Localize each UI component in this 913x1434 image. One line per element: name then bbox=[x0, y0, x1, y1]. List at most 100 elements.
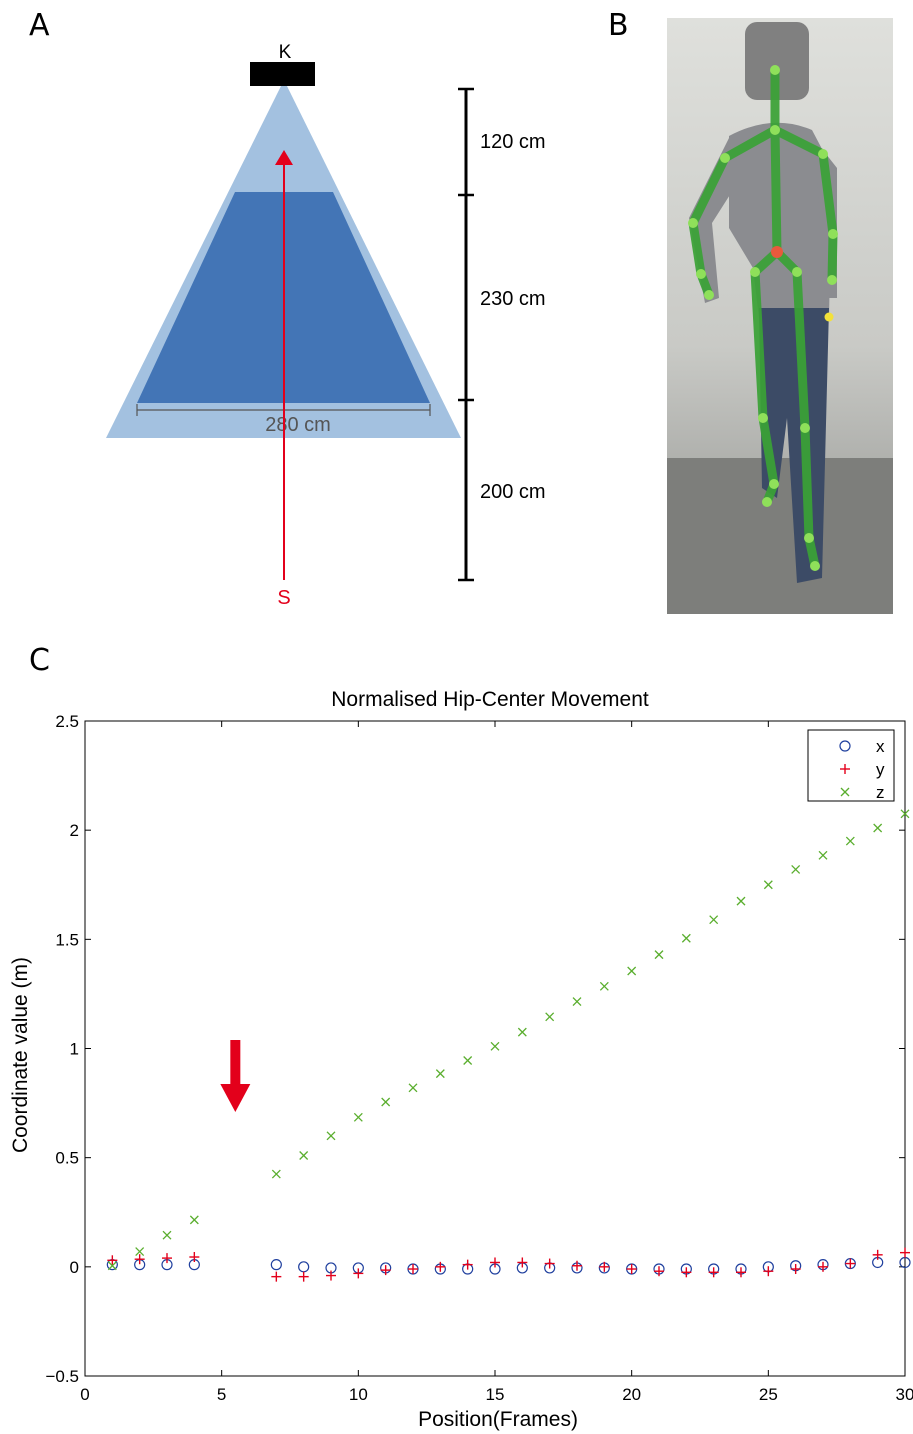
hip-center-joint bbox=[771, 246, 783, 258]
data-point-y bbox=[763, 1266, 774, 1277]
legend: xyz bbox=[807, 729, 895, 802]
data-point-z bbox=[709, 915, 719, 925]
data-point-y bbox=[134, 1254, 145, 1265]
data-point-y bbox=[599, 1261, 610, 1272]
data-point-z bbox=[818, 850, 828, 860]
data-point-z bbox=[572, 997, 582, 1007]
data-point-y bbox=[490, 1257, 500, 1268]
data-point-z bbox=[681, 933, 691, 943]
data-point-z bbox=[381, 1097, 391, 1107]
y-axis-label: Coordinate value (m) bbox=[9, 957, 32, 1153]
data-point-z bbox=[326, 1131, 336, 1141]
x-tick-label: 10 bbox=[349, 1385, 368, 1404]
y-tick-label: 0.5 bbox=[55, 1149, 79, 1168]
panel-label-a: A bbox=[29, 8, 50, 43]
data-point-y bbox=[462, 1259, 473, 1270]
x-tick-label: 20 bbox=[622, 1385, 641, 1404]
sensor-field-diagram: K 280 cm S 120 cm 230 cm 200 cm bbox=[106, 42, 546, 609]
legend-label-y: y bbox=[876, 760, 885, 779]
data-point-z bbox=[517, 1027, 527, 1037]
y-tick-label: 2 bbox=[70, 821, 79, 840]
distance-label-3: 200 cm bbox=[480, 481, 546, 503]
data-point-z bbox=[463, 1056, 473, 1065]
data-point-z bbox=[545, 1012, 555, 1022]
panel-label-b: B bbox=[608, 8, 629, 43]
y-tick-label: 0 bbox=[70, 1258, 79, 1277]
data-point-z bbox=[107, 1261, 117, 1271]
distance-label-1: 120 cm bbox=[480, 131, 546, 153]
data-point-y bbox=[353, 1268, 364, 1279]
data-point-z bbox=[162, 1230, 172, 1240]
x-axis-label: Position(Frames) bbox=[418, 1408, 578, 1431]
data-point-y bbox=[708, 1267, 719, 1278]
distance-label-2: 230 cm bbox=[480, 288, 546, 310]
data-point-y bbox=[408, 1264, 418, 1275]
data-point-x bbox=[298, 1261, 310, 1273]
x-tick-label: 25 bbox=[759, 1385, 778, 1404]
y-tick-label: 1.5 bbox=[55, 930, 79, 949]
data-point-y bbox=[872, 1249, 883, 1260]
plot-area bbox=[84, 720, 906, 1377]
data-point-y bbox=[845, 1258, 856, 1269]
data-point-y bbox=[900, 1247, 910, 1258]
red-arrow-annotation bbox=[220, 1040, 251, 1112]
data-point-y bbox=[626, 1264, 637, 1275]
arrow-shaft bbox=[230, 1040, 241, 1088]
data-point-z bbox=[271, 1169, 281, 1179]
x-tick-label: 30 bbox=[896, 1385, 913, 1404]
data-point-x bbox=[270, 1259, 282, 1271]
data-point-z bbox=[627, 966, 637, 976]
data-point-z bbox=[763, 880, 773, 890]
legend-marker-x bbox=[839, 740, 851, 752]
data-point-z bbox=[353, 1112, 363, 1122]
data-point-y bbox=[380, 1265, 391, 1276]
legend-marker-z bbox=[840, 787, 850, 797]
x-tick-label: 15 bbox=[486, 1385, 505, 1404]
data-point-z bbox=[791, 865, 801, 874]
data-point-y bbox=[162, 1253, 172, 1264]
data-point-y bbox=[736, 1267, 746, 1278]
data-point-y bbox=[654, 1266, 664, 1277]
data-point-y bbox=[818, 1261, 828, 1272]
data-point-z bbox=[845, 836, 855, 846]
walking-path-arrowhead bbox=[275, 150, 293, 165]
data-point-y bbox=[517, 1257, 528, 1268]
data-point-y bbox=[298, 1271, 309, 1282]
arrow-head bbox=[220, 1084, 251, 1112]
y-tick-label: 1 bbox=[70, 1040, 79, 1059]
legend-box bbox=[807, 729, 895, 802]
data-point-y bbox=[189, 1252, 200, 1263]
data-point-z bbox=[299, 1151, 309, 1160]
start-label: S bbox=[277, 587, 290, 609]
camera-label: K bbox=[279, 42, 292, 63]
data-point-z bbox=[408, 1083, 418, 1093]
hip-center-movement-chart: Normalised Hip-Center Movement Position(… bbox=[9, 688, 913, 1431]
data-point-y bbox=[544, 1258, 555, 1269]
data-point-z bbox=[490, 1041, 500, 1051]
data-point-y bbox=[681, 1267, 692, 1278]
legend-label-z: z bbox=[876, 783, 885, 802]
camera-box bbox=[250, 62, 315, 86]
data-point-z bbox=[435, 1069, 445, 1079]
data-point-z bbox=[189, 1215, 199, 1225]
x-tick-label: 0 bbox=[80, 1385, 89, 1404]
skeleton-joints bbox=[688, 65, 838, 571]
data-point-z bbox=[900, 809, 910, 819]
y-tick-label: −0.5 bbox=[45, 1367, 79, 1386]
panel-label-c: C bbox=[29, 643, 50, 678]
data-point-z bbox=[736, 896, 746, 906]
x-tick-label: 5 bbox=[217, 1385, 226, 1404]
legend-label-x: x bbox=[876, 737, 885, 756]
y-tick-label: 2.5 bbox=[55, 712, 79, 731]
chart-title: Normalised Hip-Center Movement bbox=[331, 688, 649, 711]
skeleton-tracking-photo bbox=[667, 18, 893, 614]
width-label: 280 cm bbox=[265, 414, 331, 436]
data-point-y bbox=[326, 1270, 336, 1281]
data-point-z bbox=[654, 950, 664, 960]
data-point-y bbox=[271, 1271, 282, 1282]
head-blur bbox=[745, 22, 809, 100]
data-point-y bbox=[107, 1255, 118, 1266]
floor bbox=[667, 458, 893, 614]
data-point-z bbox=[135, 1247, 145, 1257]
data-point-y bbox=[435, 1261, 446, 1272]
